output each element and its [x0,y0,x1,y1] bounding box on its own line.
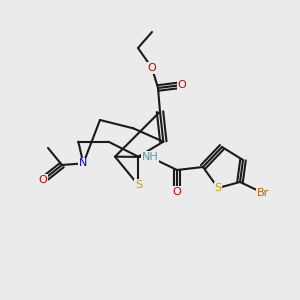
Text: O: O [178,80,186,90]
Text: Br: Br [257,188,269,198]
Text: O: O [148,63,156,73]
Text: NH: NH [142,152,158,162]
Text: O: O [39,175,47,185]
Text: S: S [135,180,142,190]
Text: S: S [214,183,222,193]
Text: N: N [79,158,88,168]
Text: O: O [172,187,182,197]
